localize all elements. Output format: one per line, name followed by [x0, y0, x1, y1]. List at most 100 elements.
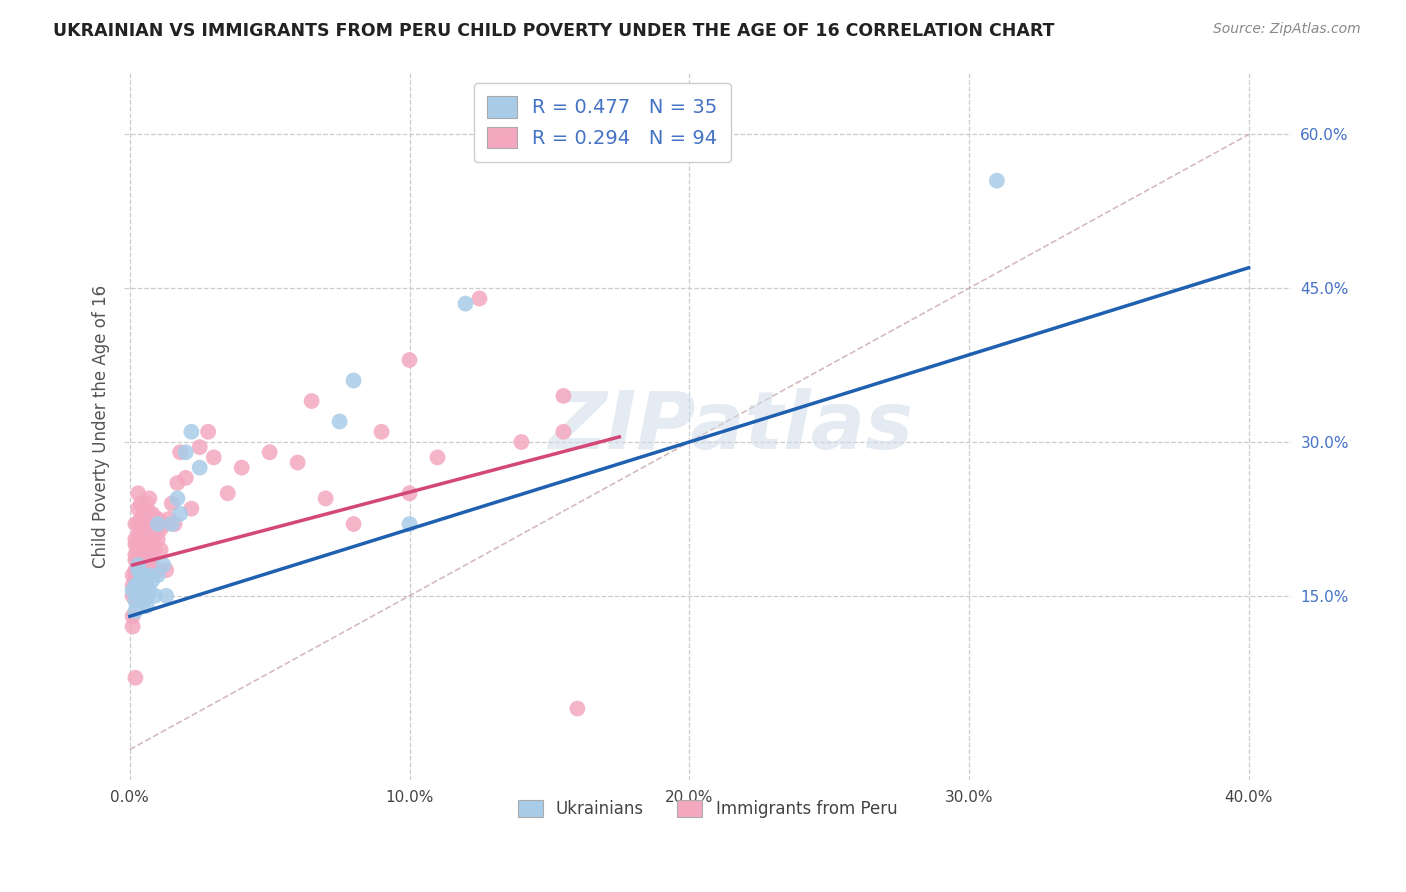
Point — [129, 583, 152, 598]
Point — [553, 389, 575, 403]
Point — [141, 522, 163, 536]
Point — [259, 445, 281, 459]
Point — [138, 507, 160, 521]
Point — [129, 568, 152, 582]
Point — [132, 563, 155, 577]
Point — [124, 583, 146, 598]
Point — [129, 553, 152, 567]
Point — [157, 512, 180, 526]
Point — [129, 574, 152, 588]
Legend: Ukrainians, Immigrants from Peru: Ukrainians, Immigrants from Peru — [510, 794, 904, 825]
Point — [188, 440, 211, 454]
Point — [567, 701, 589, 715]
Point — [124, 516, 146, 531]
Point — [197, 425, 219, 439]
Point — [138, 491, 160, 506]
Point — [129, 512, 152, 526]
Point — [121, 619, 143, 633]
Point — [129, 522, 152, 536]
Point — [129, 574, 152, 588]
Point — [127, 486, 149, 500]
Point — [155, 589, 177, 603]
Point — [202, 450, 225, 465]
Point — [127, 558, 149, 572]
Point — [124, 589, 146, 603]
Point — [143, 589, 166, 603]
Point — [124, 578, 146, 592]
Point — [132, 507, 155, 521]
Point — [166, 476, 188, 491]
Text: Source: ZipAtlas.com: Source: ZipAtlas.com — [1213, 22, 1361, 37]
Point — [231, 460, 253, 475]
Point — [129, 542, 152, 557]
Point — [127, 553, 149, 567]
Point — [127, 578, 149, 592]
Point — [143, 527, 166, 541]
Point — [121, 609, 143, 624]
Point — [174, 471, 197, 485]
Point — [141, 574, 163, 588]
Point — [132, 594, 155, 608]
Point — [169, 507, 191, 521]
Point — [986, 173, 1008, 187]
Point — [180, 501, 202, 516]
Y-axis label: Child Poverty Under the Age of 16: Child Poverty Under the Age of 16 — [93, 285, 110, 568]
Point — [132, 548, 155, 562]
Point — [121, 568, 143, 582]
Point — [127, 574, 149, 588]
Point — [135, 537, 157, 551]
Point — [132, 537, 155, 551]
Point — [370, 425, 392, 439]
Point — [124, 671, 146, 685]
Point — [127, 537, 149, 551]
Point — [138, 558, 160, 572]
Point — [398, 516, 420, 531]
Point — [143, 512, 166, 526]
Point — [152, 516, 174, 531]
Point — [132, 574, 155, 588]
Text: UKRAINIAN VS IMMIGRANTS FROM PERU CHILD POVERTY UNDER THE AGE OF 16 CORRELATION : UKRAINIAN VS IMMIGRANTS FROM PERU CHILD … — [53, 22, 1054, 40]
Point — [129, 563, 152, 577]
Point — [124, 568, 146, 582]
Point — [146, 568, 169, 582]
Point — [454, 296, 477, 310]
Point — [135, 563, 157, 577]
Point — [132, 583, 155, 598]
Point — [129, 496, 152, 510]
Point — [169, 445, 191, 459]
Point — [135, 512, 157, 526]
Point — [160, 496, 183, 510]
Point — [121, 578, 143, 592]
Point — [135, 599, 157, 613]
Point — [127, 563, 149, 577]
Point — [138, 568, 160, 582]
Point — [127, 542, 149, 557]
Point — [124, 537, 146, 551]
Point — [141, 537, 163, 551]
Point — [124, 533, 146, 547]
Point — [315, 491, 337, 506]
Point — [135, 553, 157, 567]
Point — [127, 501, 149, 516]
Point — [121, 583, 143, 598]
Point — [141, 553, 163, 567]
Point — [342, 374, 364, 388]
Point — [138, 537, 160, 551]
Point — [138, 522, 160, 536]
Point — [188, 460, 211, 475]
Point — [127, 563, 149, 577]
Point — [155, 563, 177, 577]
Point — [124, 563, 146, 577]
Point — [127, 516, 149, 531]
Point — [127, 589, 149, 603]
Point — [329, 415, 352, 429]
Point — [398, 353, 420, 368]
Point — [143, 542, 166, 557]
Point — [166, 491, 188, 506]
Point — [149, 542, 172, 557]
Point — [398, 486, 420, 500]
Point — [135, 574, 157, 588]
Point — [124, 604, 146, 618]
Point — [124, 553, 146, 567]
Point — [138, 583, 160, 598]
